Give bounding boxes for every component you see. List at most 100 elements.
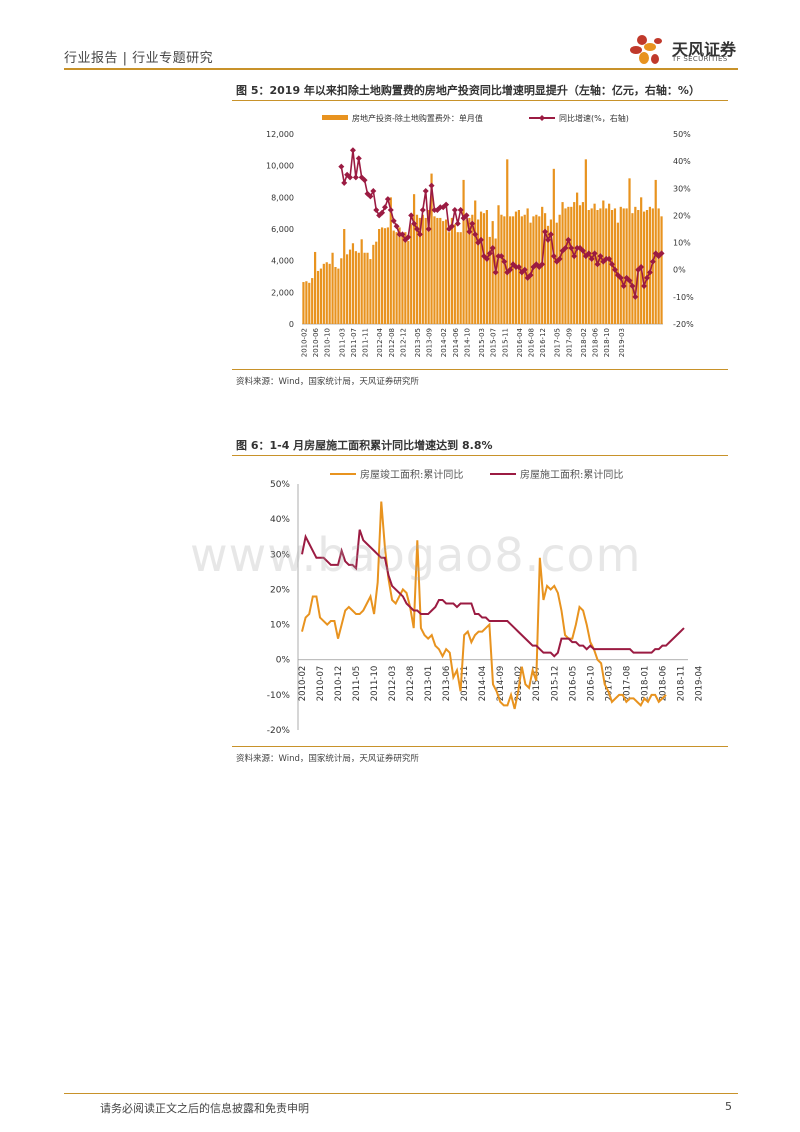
- growth-rate-point: [547, 231, 554, 238]
- growth-rate-point: [367, 193, 374, 200]
- growth-rate-point: [527, 272, 534, 279]
- bar: [450, 217, 454, 324]
- growth-rate-point: [341, 179, 348, 186]
- bar: [412, 194, 416, 324]
- growth-rate-point: [486, 250, 493, 257]
- growth-rate-point: [416, 231, 423, 238]
- growth-rate-point: [501, 258, 508, 265]
- growth-rate-point: [539, 261, 546, 268]
- bar: [334, 267, 337, 324]
- bar: [351, 243, 355, 324]
- bar: [308, 282, 311, 324]
- growth-rate-point: [623, 274, 630, 281]
- growth-rate-point: [565, 236, 572, 243]
- x-tick-label: 2014-04: [478, 666, 488, 702]
- bar: [538, 216, 541, 324]
- bar: [576, 192, 579, 324]
- growth-rate-point: [463, 212, 470, 219]
- page-number: 5: [725, 1100, 732, 1113]
- y-right-tick-label: 20%: [673, 211, 691, 220]
- bar: [465, 219, 468, 324]
- bar: [433, 216, 436, 324]
- bar: [319, 268, 323, 324]
- growth-rate-point: [393, 223, 400, 230]
- growth-rate-point: [568, 245, 575, 251]
- bar: [555, 222, 558, 324]
- x-tick-label: 2011-03: [338, 328, 346, 357]
- bar: [625, 208, 628, 324]
- bar: [395, 232, 398, 324]
- x-tick-label: 2011-10: [370, 666, 380, 702]
- figure-6-bottom-rule: [232, 746, 728, 747]
- x-tick-label: 2010-06: [312, 327, 320, 357]
- bar: [410, 224, 413, 324]
- x-tick-label: 2018-06: [592, 327, 600, 357]
- x-tick-label: 2014-06: [452, 327, 460, 357]
- growth-rate-point: [344, 171, 351, 178]
- x-tick-label: 2013-06: [442, 666, 452, 702]
- growth-rate-point: [408, 212, 415, 219]
- growth-rate-point: [597, 253, 604, 260]
- bar: [660, 216, 663, 324]
- growth-rate-point: [594, 261, 601, 268]
- x-tick-label: 2010-02: [300, 328, 308, 357]
- bar: [404, 232, 407, 324]
- bar: [401, 233, 404, 324]
- bar: [491, 221, 494, 324]
- growth-rate-point: [405, 234, 412, 241]
- figure-5-title: 图 5：2019 年以来扣除土地购置费的房地产投资同比增速明显提升（左轴：亿元，…: [236, 84, 700, 97]
- y-left-tick-label: 0: [289, 320, 294, 329]
- x-tick-label: 2010-02: [298, 666, 308, 702]
- growth-rate-point: [352, 174, 359, 181]
- x-tick-label: 2012-08: [406, 666, 416, 702]
- figure-6-source: 资料来源：Wind，国家统计局，天风证券研究所: [236, 754, 419, 764]
- y-tick-label: 50%: [270, 480, 290, 490]
- growth-rate-point: [611, 266, 618, 273]
- growth-rate-point: [638, 264, 645, 270]
- growth-rate-point: [542, 228, 549, 235]
- logo-text: 天风证券: [672, 40, 737, 59]
- bar: [348, 249, 352, 324]
- growth-rate-point: [413, 226, 420, 232]
- growth-rate-point: [632, 293, 639, 300]
- header-rule: [64, 68, 738, 70]
- bar: [573, 202, 576, 324]
- bar: [415, 214, 419, 324]
- x-tick-label: 2016-12: [539, 328, 547, 357]
- growth-rate-point: [469, 220, 476, 227]
- growth-rate-point: [606, 255, 613, 262]
- growth-rate-point: [370, 188, 377, 194]
- report-category: 行业报告 | 行业专题研究: [64, 51, 214, 66]
- bar: [343, 229, 346, 324]
- growth-rate-point: [588, 255, 595, 262]
- growth-rate-point: [562, 245, 569, 251]
- bar: [628, 178, 631, 324]
- growth-rate-point: [591, 250, 598, 257]
- bar: [424, 217, 427, 324]
- growth-rate-point: [649, 258, 656, 265]
- growth-rate-point: [387, 207, 394, 213]
- growth-rate-point: [550, 253, 557, 260]
- growth-rate-point: [620, 283, 627, 289]
- growth-rate-point: [443, 201, 450, 208]
- growth-rate-point: [338, 163, 345, 170]
- completed-area-line: [301, 501, 667, 710]
- growth-rate-point: [515, 264, 522, 270]
- bar: [567, 206, 570, 324]
- footer-rule: [64, 1093, 738, 1094]
- bar: [322, 263, 325, 324]
- bar: [599, 208, 602, 324]
- bar: [622, 208, 625, 324]
- bar: [360, 239, 363, 324]
- growth-rate-point: [361, 177, 368, 184]
- bar: [331, 252, 334, 324]
- x-tick-label: 2016-08: [528, 328, 536, 357]
- x-tick-label: 2011-07: [350, 328, 358, 357]
- bar: [474, 200, 477, 324]
- y-right-tick-label: 50%: [673, 130, 691, 139]
- construction-area-line: [301, 529, 685, 658]
- growth-rate-point: [384, 196, 391, 203]
- bar: [462, 179, 465, 324]
- y-left-tick-label: 6,000: [271, 225, 294, 234]
- bar: [439, 217, 442, 324]
